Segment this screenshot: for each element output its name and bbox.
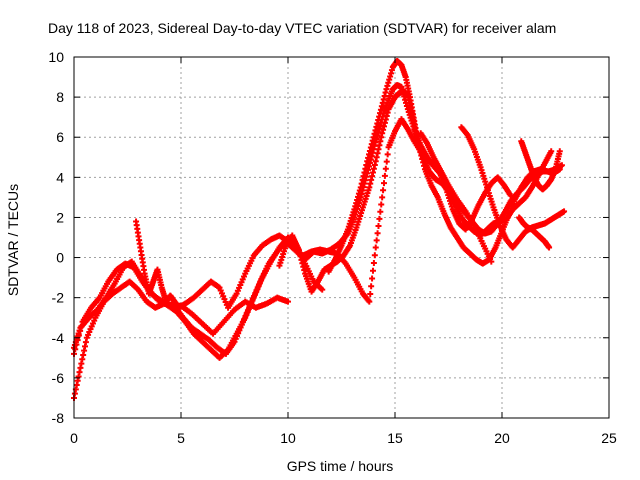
data-point [373, 237, 380, 244]
data-point [546, 244, 553, 251]
series-s8 [458, 124, 568, 251]
y-tick-label: 8 [56, 89, 64, 105]
series-s10 [518, 138, 563, 193]
data-series [71, 58, 568, 401]
x-tick-label: 20 [494, 430, 510, 446]
x-tick-label: 25 [601, 430, 617, 446]
series-s9 [516, 214, 553, 251]
series-s6 [325, 58, 563, 275]
x-tick-label: 5 [177, 430, 185, 446]
y-axis-label: SDTVAR / TECUs [5, 184, 21, 296]
data-point [378, 201, 385, 208]
data-point [376, 215, 383, 222]
series-s7 [417, 130, 565, 237]
y-tick-label: -2 [52, 290, 65, 306]
data-point [558, 162, 565, 169]
data-point [379, 194, 386, 201]
x-tick-label: 0 [70, 430, 78, 446]
data-point [383, 158, 390, 165]
series-s5 [276, 88, 555, 295]
y-tick-labels: -8 -6 -4 -2 0 2 4 6 8 10 [48, 49, 64, 426]
y-tick-label: -4 [52, 330, 65, 346]
data-point [366, 298, 373, 305]
chart-title: Day 118 of 2023, Sidereal Day-to-day VTE… [48, 20, 556, 36]
data-point [372, 244, 379, 251]
data-point [367, 290, 374, 297]
y-tick-label: 4 [56, 169, 64, 185]
data-point [381, 172, 388, 179]
y-tick-label: 6 [56, 129, 64, 145]
axis-ticks [73, 56, 610, 419]
data-point [319, 286, 326, 293]
y-tick-label: 0 [56, 250, 64, 266]
data-point [380, 187, 387, 194]
x-tick-label: 10 [280, 430, 296, 446]
data-point [561, 208, 568, 215]
data-point [285, 298, 291, 305]
data-point [370, 259, 377, 266]
data-point [368, 283, 375, 290]
y-tick-label: -6 [52, 370, 65, 386]
y-tick-label: 10 [48, 49, 64, 65]
data-point [375, 223, 382, 230]
data-point [382, 165, 389, 172]
data-point [548, 148, 555, 155]
y-tick-label: -8 [52, 410, 65, 426]
data-point [374, 230, 381, 237]
plot-frame [73, 56, 610, 419]
x-tick-labels: 0 5 10 15 20 25 [70, 430, 617, 446]
data-point [369, 275, 376, 282]
data-point [384, 151, 391, 158]
data-point [369, 267, 376, 274]
data-point [380, 180, 387, 187]
y-tick-label: 2 [56, 209, 64, 225]
x-axis-label: GPS time / hours [287, 458, 394, 474]
data-point [371, 252, 378, 259]
x-tick-label: 15 [387, 430, 403, 446]
data-point [377, 208, 384, 215]
data-point [556, 148, 563, 155]
